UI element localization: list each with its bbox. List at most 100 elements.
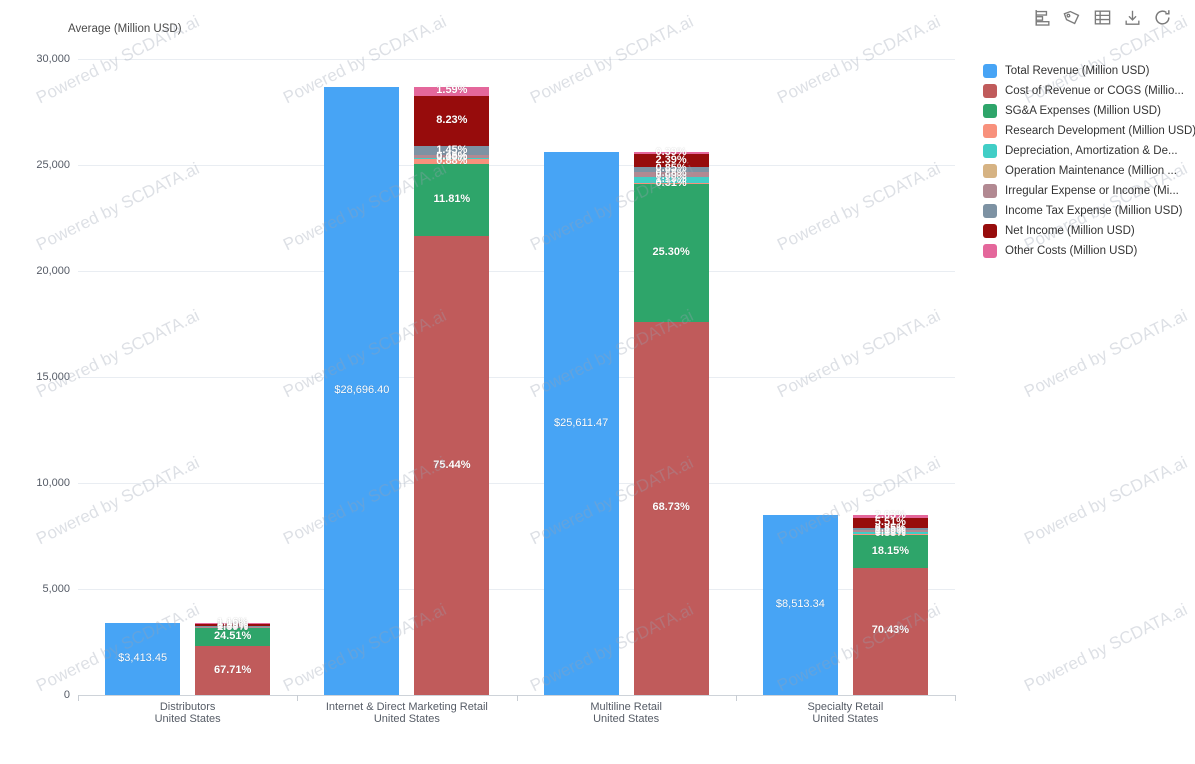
x-category-label: Distributors United States xyxy=(68,701,308,725)
stack-segment[interactable] xyxy=(195,646,271,695)
total-revenue-bar[interactable] xyxy=(324,86,400,695)
stack-segment-percent-label: 0.85% xyxy=(655,162,687,175)
stack-segment-percent-label: 1.16% xyxy=(217,616,249,629)
stack-segment-percent-label: 0.31% xyxy=(655,176,687,189)
tag-icon[interactable] xyxy=(1063,8,1082,27)
legend: Total Revenue (Million USD) Cost of Reven… xyxy=(983,61,1195,261)
category-name: Multiline Retail xyxy=(590,701,662,713)
stack-segment[interactable] xyxy=(633,154,709,168)
gridline xyxy=(78,59,955,60)
download-icon[interactable] xyxy=(1123,8,1142,27)
total-revenue-value-label: $25,611.47 xyxy=(554,416,609,429)
stack-segment[interactable] xyxy=(414,158,490,165)
stack-segment-percent-label: 0.88% xyxy=(436,154,468,167)
stack-segment[interactable] xyxy=(414,164,490,237)
stack-segment[interactable] xyxy=(852,514,928,519)
stack-segment-percent-label: 3.00% xyxy=(217,617,249,630)
legend-item[interactable]: Total Revenue (Million USD) xyxy=(983,61,1195,81)
stack-segment-percent-label: 1.15% xyxy=(655,172,687,185)
stack-segment[interactable] xyxy=(852,531,928,534)
y-axis-tick-label: 0 xyxy=(63,689,70,701)
legend-item[interactable]: Net Income (Million USD) xyxy=(983,221,1195,241)
stack-segment[interactable] xyxy=(414,96,490,147)
stack-segment-percent-label: 2.03% xyxy=(874,509,906,522)
y-axis-tick-label: 30,000 xyxy=(36,53,70,65)
stack-segment[interactable] xyxy=(414,86,490,97)
stack-segment-percent-label: 2.39% xyxy=(655,153,687,166)
stack-segment[interactable] xyxy=(195,625,271,627)
stack-segment[interactable] xyxy=(633,171,709,177)
legend-item[interactable]: Depreciation, Amortization & De... xyxy=(983,141,1195,161)
stack-segment-percent-label: 67.71% xyxy=(213,663,252,676)
stack-segment[interactable] xyxy=(195,622,271,624)
legend-label: Operation Maintenance (Million ... xyxy=(1005,165,1177,177)
legend-item[interactable]: Research Development (Million USD) xyxy=(983,121,1195,141)
stack-segment-percent-label: 0.00% xyxy=(217,621,249,634)
stack-segment[interactable] xyxy=(852,518,928,529)
x-category-label: Specialty Retail United States xyxy=(725,701,965,725)
stack-segment-percent-label: 1.59% xyxy=(436,84,468,97)
chart-type-icon[interactable] xyxy=(1033,8,1052,27)
stack-segment[interactable] xyxy=(852,529,928,532)
y-axis-tick-label: 15,000 xyxy=(36,371,70,383)
stack-segment[interactable] xyxy=(852,528,928,530)
stack-segment[interactable] xyxy=(633,182,709,185)
legend-swatch xyxy=(983,224,997,238)
stack-segment[interactable] xyxy=(852,567,928,695)
table-icon[interactable] xyxy=(1093,8,1112,27)
stack-segment-percent-label: 70.43% xyxy=(871,624,910,637)
stack-segment-percent-label: 1.00% xyxy=(874,525,906,538)
total-revenue-bar[interactable] xyxy=(543,152,619,695)
y-axis-tick-label: 10,000 xyxy=(36,477,70,489)
stack-segment-percent-label: 0.45% xyxy=(436,149,468,162)
stack-segment-percent-label: 8.23% xyxy=(436,114,468,127)
stack-segment[interactable] xyxy=(852,535,928,568)
stack-segment[interactable] xyxy=(195,628,271,646)
stack-segment-percent-label: 68.73% xyxy=(652,501,690,514)
legend-item[interactable]: Irregular Expense or Income (Mi... xyxy=(983,181,1195,201)
stack-segment[interactable] xyxy=(414,236,490,695)
watermark-text: Powered by SCDATA.ai xyxy=(1021,452,1191,549)
y-axis-tick-label: 20,000 xyxy=(36,265,70,277)
legend-item[interactable]: Operation Maintenance (Million ... xyxy=(983,161,1195,181)
x-category-label: Multiline Retail United States xyxy=(506,701,746,725)
y-axis-title: Average (Million USD) xyxy=(68,23,182,35)
total-revenue-value-label: $28,696.40 xyxy=(334,383,390,396)
stack-segment[interactable] xyxy=(195,623,271,626)
stack-segment[interactable] xyxy=(195,627,271,629)
stack-segment-percent-label: 0.00% xyxy=(436,150,468,163)
stack-segment[interactable] xyxy=(852,533,928,536)
category-region: United States xyxy=(154,712,221,725)
total-revenue-bar[interactable] xyxy=(762,514,838,695)
stack-segment[interactable] xyxy=(633,152,709,155)
category-name: Internet & Direct Marketing Retail xyxy=(325,701,488,713)
legend-item[interactable]: Other Costs (Million USD) xyxy=(983,241,1195,261)
refresh-icon[interactable] xyxy=(1153,8,1172,27)
legend-label: Research Development (Million USD) xyxy=(1005,125,1195,137)
gridline xyxy=(78,271,955,272)
stack-segment[interactable] xyxy=(414,146,490,156)
stack-segment[interactable] xyxy=(414,157,490,159)
watermark-text: Powered by SCDATA.ai xyxy=(774,158,944,255)
stack-segment[interactable] xyxy=(414,155,490,158)
category-region: United States xyxy=(812,712,879,725)
stack-segment[interactable] xyxy=(633,321,709,695)
total-revenue-value-label: $8,513.34 xyxy=(775,597,825,610)
stack-segment-percent-label: 0.39% xyxy=(655,146,687,159)
total-revenue-bar[interactable] xyxy=(105,622,181,695)
legend-item[interactable]: Income Tax Expense (Million USD) xyxy=(983,201,1195,221)
stack-segment[interactable] xyxy=(633,184,709,322)
stack-segment-percent-label: 0.45% xyxy=(217,620,249,633)
legend-swatch xyxy=(983,244,997,258)
x-category-label: Internet & Direct Marketing Retail United… xyxy=(287,701,527,725)
legend-item[interactable]: SG&A Expenses (Million USD) xyxy=(983,101,1195,121)
legend-swatch xyxy=(983,164,997,178)
stack-segment[interactable] xyxy=(633,176,709,183)
legend-label: Cost of Revenue or COGS (Millio... xyxy=(1005,85,1184,97)
stack-segment[interactable] xyxy=(633,167,709,172)
watermark-text: Powered by SCDATA.ai xyxy=(1021,599,1191,696)
stack-segment-percent-label: 11.81% xyxy=(433,193,471,206)
stack-segment-percent-label: 1.37% xyxy=(217,620,249,633)
legend-item[interactable]: Cost of Revenue or COGS (Millio... xyxy=(983,81,1195,101)
category-name: Specialty Retail xyxy=(807,701,884,713)
